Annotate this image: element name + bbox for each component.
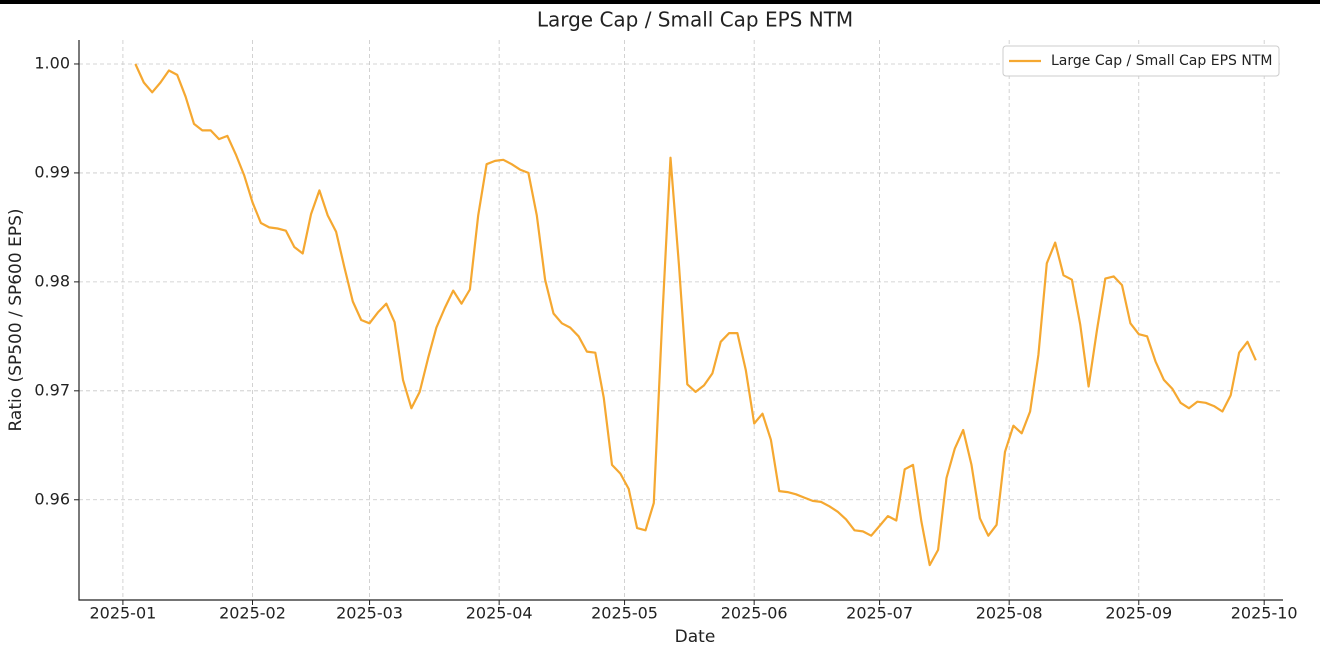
x-tick-label: 2025-04: [466, 604, 533, 623]
x-tick-label: 2025-06: [721, 604, 788, 623]
legend-box: [1002, 45, 1280, 77]
axes: [78, 40, 1283, 601]
y-tick-label: 0.99: [34, 162, 70, 181]
y-axis-label: Ratio (SP500 / SP600 EPS): [6, 208, 26, 431]
x-tick-label: 2025-09: [1105, 604, 1172, 623]
x-tick-label: 2025-05: [591, 604, 658, 623]
y-tick-label: 0.98: [34, 271, 70, 290]
chart-title: Large Cap / Small Cap EPS NTM: [537, 8, 853, 32]
y-tick-label: 0.96: [34, 489, 70, 508]
line: [134, 63, 1257, 567]
x-tick-label: 2025-03: [336, 604, 403, 623]
x-tick-label: 2025-08: [976, 604, 1043, 623]
x-axis-label: Date: [675, 627, 716, 645]
y-tick-label: 0.97: [34, 380, 70, 399]
top-bar: [0, 0, 1320, 4]
x-tick-label: 2025-07: [846, 604, 913, 623]
y-tick-label: 1.00: [34, 53, 70, 72]
x-tick-label: 2025-10: [1231, 604, 1298, 623]
legend-label: Large Cap / Small Cap EPS NTM: [1051, 53, 1272, 69]
x-tick-label: 2025-01: [89, 604, 156, 623]
x-tick-label: 2025-02: [219, 604, 286, 623]
